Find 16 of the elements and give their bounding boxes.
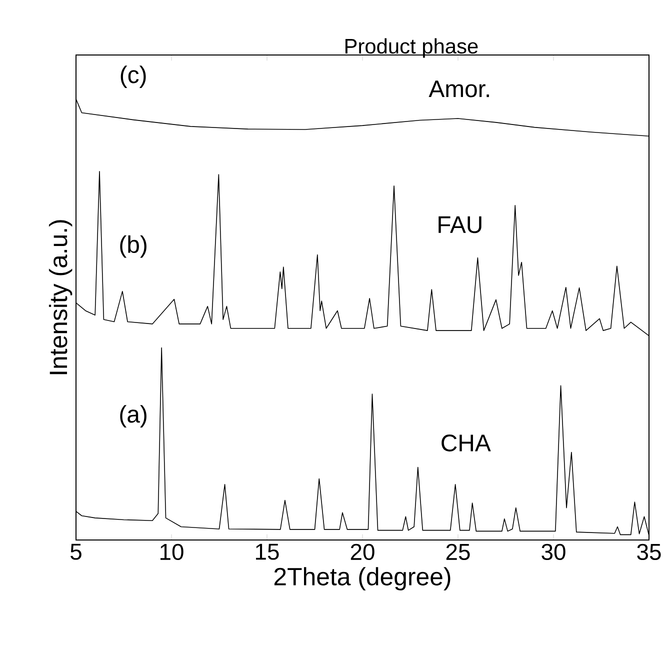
text: Amor. (428, 80, 489, 98)
annotation: (a) (120, 405, 146, 428)
annotation: FAU (438, 216, 482, 234)
x-tick-label: 10 (160, 544, 184, 560)
x-tick-label: 20 (350, 544, 374, 560)
x-tick-label: 35 (637, 544, 661, 560)
text: (c) (120, 66, 146, 88)
x-tick-label: 15 (256, 544, 279, 560)
x-tick-label: 25 (446, 544, 470, 560)
chart-title: Product phase (345, 38, 478, 58)
annotation: CHA (442, 434, 491, 452)
x-axis-title: 2Theta (degree) (274, 567, 450, 590)
annotation: (b) (120, 235, 146, 258)
y-axis-title: Intensity (a.u.) (48, 220, 72, 374)
x-tick-label: 5 (70, 544, 82, 560)
x-tick-label: 30 (542, 544, 566, 560)
